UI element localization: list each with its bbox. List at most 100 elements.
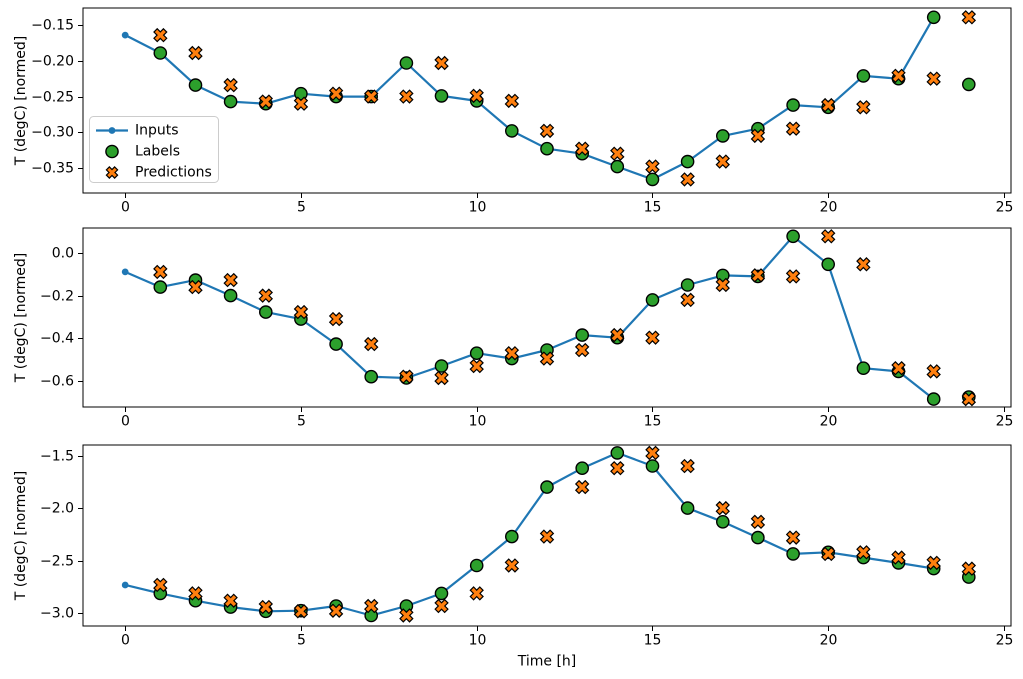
predictions-point (364, 89, 379, 104)
predictions-point (469, 88, 484, 104)
x-tick-label: 20 (820, 633, 838, 649)
labels-point (645, 459, 660, 473)
predictions-point (680, 458, 695, 474)
predictions-point (715, 277, 730, 293)
labels-point (540, 480, 554, 494)
predictions-point (188, 586, 203, 601)
predictions-point (328, 603, 344, 618)
predictions-point (504, 558, 520, 573)
y-tick-label: −0.30 (31, 125, 74, 141)
predictions-point (856, 545, 871, 560)
x-tick-label: 20 (820, 200, 838, 216)
x-tick-label: 0 (121, 633, 130, 649)
predictions-point (188, 279, 203, 295)
predictions-point (293, 304, 309, 320)
predictions-point (610, 146, 625, 161)
labels-point (786, 98, 800, 112)
labels-point (645, 172, 660, 187)
labels-point (188, 78, 203, 92)
labels-point (504, 529, 519, 544)
labels-point (716, 515, 730, 529)
predictions-point (574, 141, 590, 156)
legend-item-label: Predictions (135, 165, 212, 181)
predictions-point (645, 159, 660, 174)
labels-point (329, 337, 343, 351)
predictions-point (504, 93, 520, 109)
x-axis-label: Time [h] (517, 654, 577, 670)
predictions-point (364, 336, 379, 352)
predictions-point (469, 586, 484, 601)
predictions-point (504, 346, 520, 361)
legend-predictions-x-sample (105, 166, 119, 179)
predictions-point (399, 608, 414, 623)
predictions-point (785, 269, 801, 284)
predictions-point (610, 460, 625, 476)
y-tick-label: −2.0 (40, 501, 74, 517)
inputs-point (121, 31, 129, 39)
legend-labels-circle-sample (105, 144, 119, 159)
predictions-point (715, 154, 730, 169)
predictions-point (153, 27, 168, 43)
predictions-point (750, 128, 766, 144)
y-tick-label: 0.0 (52, 246, 74, 262)
subplot-2: 0 5 10 15 20 25 0.0 −0.2 −0.4 −0.6 T (degC) [norme… (13, 227, 1013, 430)
predictions-point (328, 86, 344, 101)
labels-point (610, 159, 625, 174)
predictions-point (539, 351, 555, 366)
labels-point (223, 94, 238, 109)
labels-point (680, 278, 695, 292)
predictions-point (434, 55, 449, 71)
predictions-point (399, 369, 414, 384)
predictions-point (223, 272, 238, 288)
labels-point (223, 288, 238, 303)
y-tick-label: −3.0 (40, 606, 74, 622)
predictions-point (434, 598, 449, 614)
inputs-point (121, 581, 129, 589)
y-axis-label: T (degC) [normed] (13, 471, 29, 602)
labels-point (786, 229, 800, 244)
x-tick-label: 5 (297, 633, 306, 649)
predictions-point (856, 257, 871, 272)
predictions-point (891, 550, 906, 565)
labels-point (786, 547, 800, 561)
labels-point (926, 392, 941, 406)
predictions-point (258, 288, 273, 303)
labels-point (575, 328, 590, 342)
predictions-point (680, 172, 695, 187)
axes-frame (82, 227, 1012, 408)
predictions-point (856, 100, 871, 115)
predictions-point (399, 89, 414, 104)
x-tick-label: 10 (469, 414, 487, 430)
x-tick-label: 15 (644, 414, 662, 430)
labels-point (153, 280, 168, 294)
labels-point (645, 293, 660, 307)
labels-point (610, 446, 625, 460)
y-tick-label: −2.5 (40, 554, 74, 570)
predictions-point (293, 604, 309, 619)
axes-frame (82, 444, 1012, 627)
predictions-point (645, 330, 660, 345)
labels-point (469, 558, 484, 573)
predictions-point (328, 311, 344, 327)
legend-inputs-dot-sample (108, 127, 116, 134)
y-tick-label: −1.5 (40, 449, 74, 465)
labels-point (821, 257, 836, 272)
subplot-1: 0 5 10 15 20 25 −0.15 −0.20 −0.25 −0.30 −0.35T (de… (13, 7, 1013, 216)
legend-box (89, 116, 219, 183)
y-axis-label: T (degC) [normed] (13, 253, 29, 384)
x-tick-label: 20 (820, 414, 838, 430)
predictions-point (153, 577, 168, 593)
labels-point (434, 89, 449, 103)
x-tick-label: 15 (644, 633, 662, 649)
predictions-point (926, 555, 941, 571)
x-tick-label: 25 (996, 633, 1014, 649)
inputs-line (124, 16, 935, 181)
labels-point (258, 305, 273, 319)
x-tick-label: 10 (469, 633, 487, 649)
y-tick-label: −0.15 (31, 18, 74, 34)
predictions-point (258, 94, 273, 109)
predictions-point (364, 598, 379, 614)
labels-point (469, 346, 484, 361)
